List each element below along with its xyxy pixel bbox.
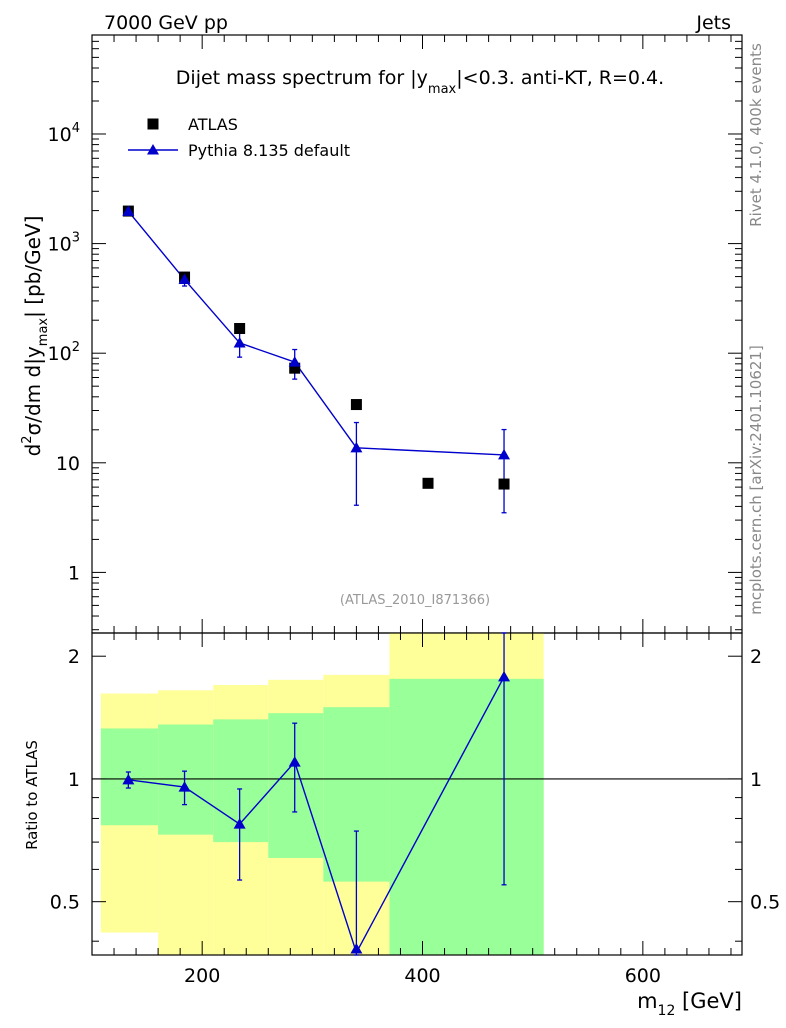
atlas-point bbox=[422, 477, 434, 489]
ratio-xtick-label: 400 bbox=[404, 965, 440, 987]
green-band-5 bbox=[389, 678, 544, 955]
header-energy: 7000 GeV pp bbox=[104, 12, 228, 34]
ratio-frame bbox=[91, 632, 743, 956]
ratio-xlabel: m12 [GeV] bbox=[637, 989, 742, 1019]
ratio-point bbox=[498, 670, 511, 682]
uncertainty-bands bbox=[100, 633, 544, 955]
main-ytick-label: 103 bbox=[48, 231, 80, 256]
main-plot: 1 10 102 103 104 ATLAS Pythia 8.135 default bbox=[48, 34, 743, 634]
main-ytick-label: 10 bbox=[56, 453, 80, 475]
legend-atlas-label: ATLAS bbox=[188, 115, 238, 134]
main-ytick-label: 104 bbox=[48, 121, 80, 146]
pythia-point bbox=[498, 448, 511, 460]
pythia-series-line bbox=[127, 210, 505, 456]
atlas-point bbox=[234, 322, 246, 334]
main-ytick-label: 102 bbox=[48, 340, 80, 365]
analysis-tag: (ATLAS_2010_I871366) bbox=[340, 593, 490, 608]
pythia-point bbox=[350, 441, 363, 453]
main-ylabel: d2σ/dm d|ymax| [pb/GeV] bbox=[20, 216, 51, 457]
legend-pythia-label: Pythia 8.135 default bbox=[188, 141, 350, 160]
atlas-point bbox=[350, 399, 362, 411]
main-ytick-label: 1 bbox=[68, 562, 80, 584]
main-title: Dijet mass spectrum for |ymax|<0.3. anti… bbox=[176, 67, 664, 97]
side-rivet: Rivet 4.1.0, 400k events bbox=[747, 43, 765, 227]
ratio-ytick-label-left: 2 bbox=[68, 646, 80, 668]
ratio-point bbox=[122, 773, 135, 785]
ratio-series-line bbox=[128, 676, 505, 955]
pythia-point bbox=[233, 336, 246, 348]
ratio-point bbox=[288, 756, 301, 767]
ratio-ytick-label-left: 1 bbox=[68, 769, 80, 791]
pythia-point bbox=[178, 273, 191, 285]
legend: ATLAS Pythia 8.135 default bbox=[128, 115, 350, 160]
ratio-ytick-label-right: 2 bbox=[750, 646, 762, 668]
ratio-point bbox=[233, 818, 246, 829]
ratio-point bbox=[350, 943, 363, 954]
ratio-plot: 200 400 600 0.5 0.5 1 1 2 2 bbox=[50, 632, 780, 987]
ratio-point bbox=[178, 781, 191, 792]
ratio-xtick-label: 200 bbox=[184, 965, 220, 987]
legend-atlas-marker bbox=[147, 118, 159, 130]
green-band-3 bbox=[268, 713, 324, 858]
header-jets: Jets bbox=[695, 12, 731, 34]
atlas-point bbox=[289, 362, 301, 374]
pythia-point bbox=[122, 205, 135, 216]
green-band-1 bbox=[158, 724, 214, 835]
ratio-ylabel: Ratio to ATLAS bbox=[23, 740, 41, 850]
ratio-xtick-label: 600 bbox=[625, 965, 661, 987]
legend-pythia-marker bbox=[147, 144, 159, 155]
pythia-point bbox=[288, 356, 301, 367]
ratio-ytick-label-right: 1 bbox=[750, 769, 762, 791]
ratio-ytick-label-right: 0.5 bbox=[750, 892, 780, 914]
atlas-point bbox=[498, 478, 510, 490]
side-mcplots: mcplots.cern.ch [arXiv:2401.10621] bbox=[747, 345, 765, 615]
ratio-ytick-label-left: 0.5 bbox=[50, 892, 80, 914]
